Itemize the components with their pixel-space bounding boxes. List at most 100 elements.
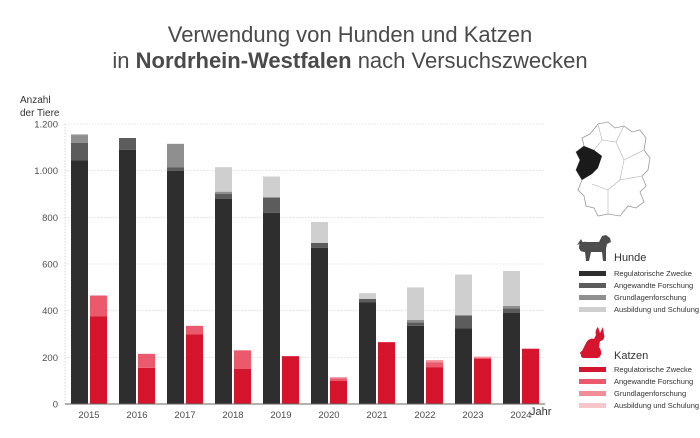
legend-swatch (579, 294, 606, 300)
legend-label: Ausbildung und Schulung (614, 400, 700, 410)
y-tick-label: 400 (42, 306, 58, 317)
chart-title-suffix: nach Versuchszwecken (351, 48, 588, 73)
x-tick-label: 2019 (270, 410, 291, 421)
legend-label: Angewandte Forschung (614, 280, 694, 290)
bar-segment (522, 348, 539, 404)
bar-segment (186, 334, 203, 404)
legend-swatch (579, 282, 606, 288)
bar-segment (167, 167, 184, 171)
bar-segment (311, 247, 328, 404)
bar-segment (186, 325, 203, 335)
germany-map-icon (575, 121, 651, 217)
legend-swatch (579, 306, 606, 312)
bar-segment (330, 380, 347, 404)
bar-segment (359, 299, 376, 303)
bar-segment (263, 212, 280, 404)
legend-label: Regulatorische Zwecke (614, 268, 692, 278)
x-tick-label: 2018 (222, 410, 243, 421)
bar-segment (359, 302, 376, 404)
legend-label: Grundlagenforschung (614, 292, 687, 302)
y-axis-label: Anzahl der Tiere (20, 94, 59, 120)
bar-segment (71, 142, 88, 161)
legend-swatch (579, 390, 606, 396)
legend-item: Ausbildung und Schulung (579, 400, 699, 410)
bar-segment (455, 274, 472, 316)
bar-segment (503, 271, 520, 306)
bar-segment (167, 143, 184, 168)
y-axis-label-line2: der Tiere (20, 108, 60, 119)
bar-segment (474, 357, 491, 359)
bar-segment (90, 295, 107, 317)
x-tick-label: 2020 (318, 410, 339, 421)
bar-segment (503, 306, 520, 309)
bar-segment (407, 322, 424, 326)
bar-segment (407, 325, 424, 404)
y-tick-label: 200 (42, 353, 58, 364)
bar-segment (455, 328, 472, 404)
bar-segment (407, 287, 424, 320)
dog-icon (577, 235, 611, 261)
cat-icon (580, 327, 605, 358)
nrw-highlight (576, 146, 602, 180)
y-tick-label: 1.000 (34, 166, 58, 177)
legend-item: Regulatorische Zwecke (579, 364, 692, 374)
y-tick-label: 0 (53, 400, 58, 411)
bar-segment (71, 134, 88, 143)
bar-segment (138, 367, 155, 404)
bar-segment (426, 367, 443, 404)
bar-segment (263, 197, 280, 213)
legend-label: Ausbildung und Schulung (614, 304, 700, 314)
bar-segment (330, 377, 347, 379)
bar-segment (119, 149, 136, 404)
bar-segment (263, 176, 280, 198)
legend-swatch (579, 402, 606, 408)
bar-segment (119, 138, 136, 150)
y-tick-label: 800 (42, 213, 58, 224)
chart-title-line2: in Nordrhein-Westfalen nach Versuchszwec… (0, 48, 700, 74)
bar-segment (282, 356, 299, 404)
bar-segment (215, 167, 232, 192)
x-tick-label: 2017 (174, 410, 195, 421)
bar-segment (474, 358, 491, 404)
bar-segment (426, 362, 443, 368)
legend-swatch (579, 366, 606, 372)
bar-segment (90, 316, 107, 404)
bar-segment (359, 293, 376, 299)
bar-segment (234, 350, 251, 369)
x-tick-label: 2024 (510, 410, 531, 421)
legend-label: Grundlagenforschung (614, 388, 687, 398)
x-tick-label: 2016 (126, 410, 147, 421)
x-tick-label: 2023 (462, 410, 483, 421)
chart-title-prefix: in (112, 48, 136, 73)
germany-state-borders (591, 123, 645, 214)
legend-swatch (579, 270, 606, 276)
x-tick-label: 2015 (78, 410, 99, 421)
x-tick-label: 2022 (414, 410, 435, 421)
y-tick-label: 600 (42, 260, 58, 271)
legend-item: Angewandte Forschung (579, 376, 693, 386)
bar-segment (167, 170, 184, 404)
legend-swatch (579, 378, 606, 384)
bar-segment (474, 356, 491, 358)
x-tick-label: 2021 (366, 410, 387, 421)
x-axis-label: Jahr (530, 406, 552, 418)
bar-segment (503, 313, 520, 404)
legend-item: Angewandte Forschung (579, 280, 693, 290)
legend-item: Grundlagenforschung (579, 292, 686, 302)
legend-item: Regulatorische Zwecke (579, 268, 692, 278)
bar-segment (234, 369, 251, 404)
legend-item: Grundlagenforschung (579, 388, 686, 398)
legend-title-katzen: Katzen (614, 350, 649, 362)
legend-label: Regulatorische Zwecke (614, 364, 692, 374)
legend-item: Ausbildung und Schulung (579, 304, 699, 314)
bar-segment (71, 160, 88, 404)
bar-segment (455, 315, 472, 329)
bar-segment (407, 320, 424, 323)
y-axis-label-line1: Anzahl (20, 95, 51, 106)
y-tick-label: 1.200 (34, 120, 58, 131)
bar-segment (330, 378, 347, 381)
bar-segment (503, 308, 520, 313)
bar-segment (215, 194, 232, 199)
